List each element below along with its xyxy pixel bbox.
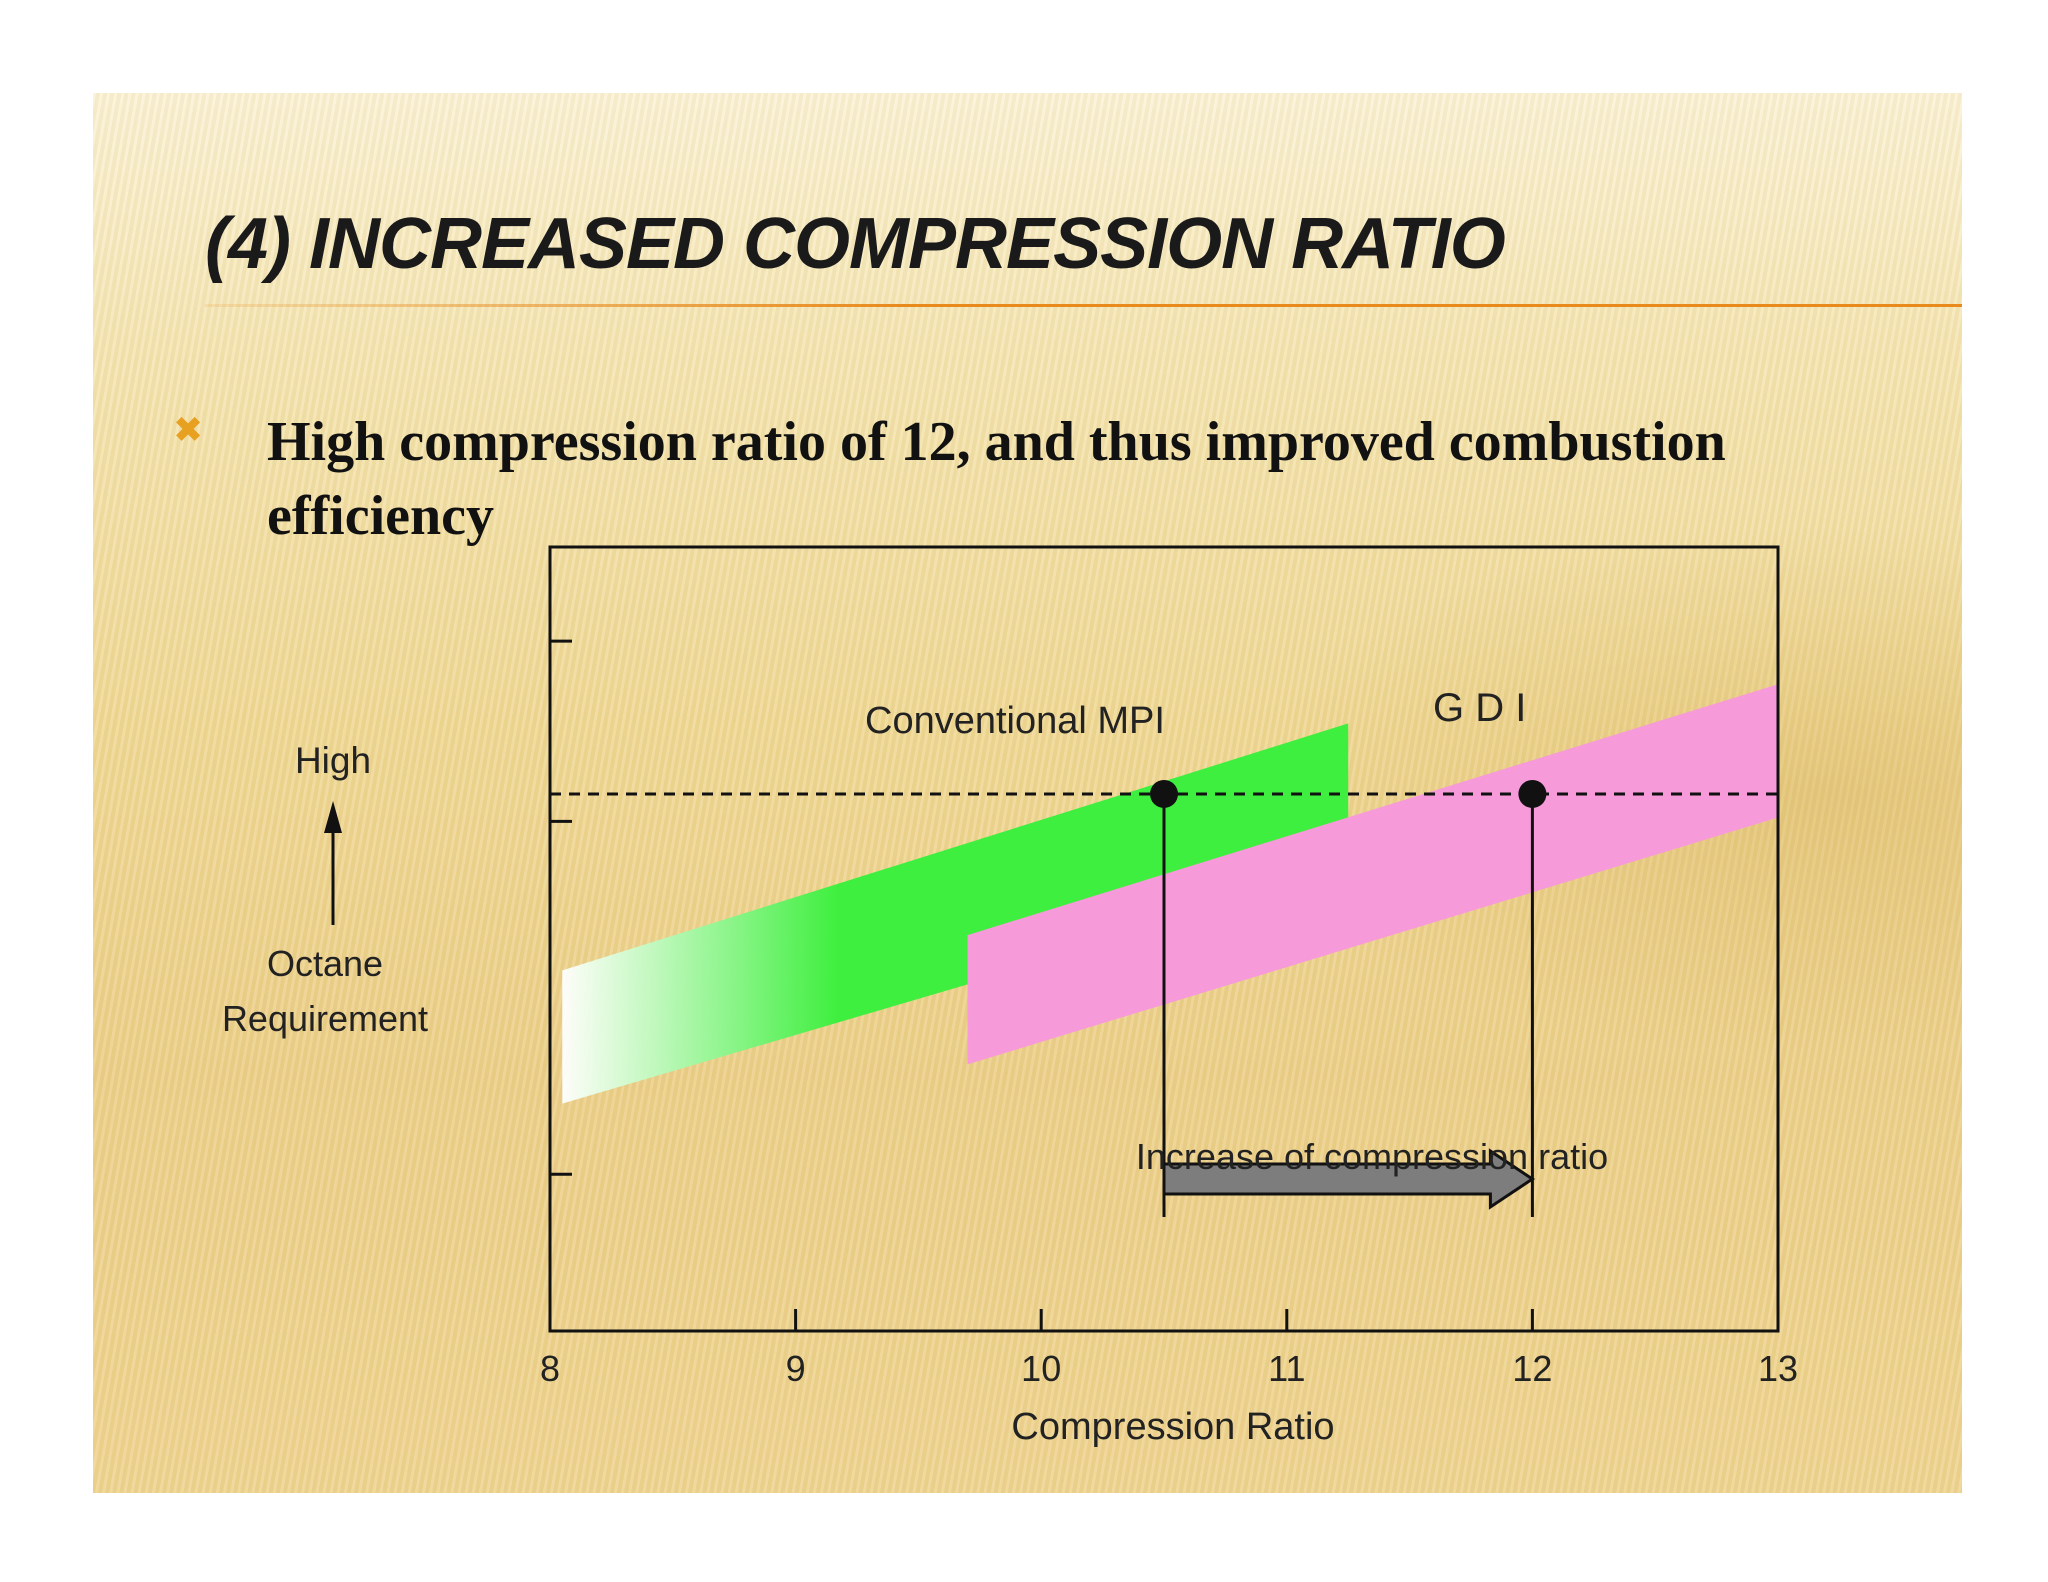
x-tick-label: 8 [540,1348,560,1389]
x-mark-icon: ✖ [173,410,204,451]
compression-ratio-chart: 8 9 10 11 12 13 High Octane Requirement Compr… [222,545,1798,1448]
x-tick-label: 11 [1268,1348,1305,1389]
gdi-marker-point [1518,779,1547,808]
y-axis-label-line-1: Octane [267,943,383,984]
x-tick-label: 12 [1512,1348,1552,1389]
arrow-label: Increase of compression ratio [1136,1136,1608,1177]
ticks-layer: 8 9 10 11 12 13 [540,639,1798,1389]
x-tick-label: 9 [786,1348,806,1389]
y-axis-label-line-2: Requirement [222,998,428,1039]
y-axis-arrowhead [324,801,342,833]
x-axis-title: Compression Ratio [1011,1406,1334,1448]
gdi-band-label: G D I [1433,686,1526,730]
x-tick-label: 13 [1758,1348,1798,1389]
mpi-band-label: Conventional MPI [865,700,1165,742]
title-underline [205,304,1962,307]
mpi-marker-point [1150,779,1178,808]
x-tick-label: 10 [1021,1348,1061,1389]
slide-title: (4) INCREASED COMPRESSION RATIO [205,204,1506,284]
bands-layer [562,684,1778,1104]
slide: (4) INCREASED COMPRESSION RATIO ✖ High c… [93,93,1962,1493]
y-axis-top-label: High [295,740,371,781]
mpi-band [562,723,1349,1104]
bullet-text: High compression ratio of 12, and thus i… [267,411,1726,547]
overlay-layer [550,779,1778,1217]
plot-frame [548,545,1780,1333]
gdi-band [967,684,1778,1065]
increase-arrow [1162,1148,1536,1210]
